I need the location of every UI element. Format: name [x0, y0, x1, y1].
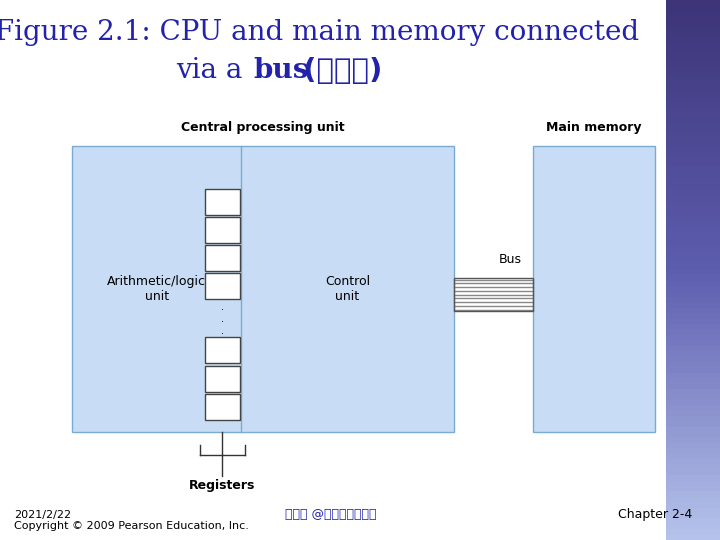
Text: Central processing unit: Central processing unit [181, 121, 345, 134]
Text: Bus: Bus [499, 253, 522, 266]
Bar [205, 338, 240, 363]
Bar [205, 189, 240, 215]
Text: .
.
.: . . . [221, 302, 224, 335]
Bar [533, 146, 655, 432]
Bar [205, 273, 240, 299]
Text: bus: bus [253, 57, 309, 84]
Bar [72, 146, 454, 432]
Text: 蔡文能 @交通大學資工系: 蔡文能 @交通大學資工系 [285, 508, 377, 521]
Bar [205, 366, 240, 392]
Text: Registers: Registers [189, 479, 256, 492]
Bar [205, 217, 240, 243]
Bar [205, 394, 240, 420]
Text: (匯流排): (匯流排) [293, 57, 382, 85]
Bar [205, 245, 240, 271]
Text: Control
unit: Control unit [325, 275, 370, 303]
Text: Chapter 2-4: Chapter 2-4 [618, 508, 693, 521]
Text: Main memory: Main memory [546, 121, 642, 134]
Text: via a: via a [176, 57, 252, 84]
Bar [454, 278, 533, 312]
Text: Figure 2.1: CPU and main memory connected: Figure 2.1: CPU and main memory connecte… [0, 19, 639, 46]
Text: Arithmetic/logic
unit: Arithmetic/logic unit [107, 275, 206, 303]
Text: 2021/2/22: 2021/2/22 [14, 510, 71, 521]
Text: Copyright © 2009 Pearson Education, Inc.: Copyright © 2009 Pearson Education, Inc. [14, 521, 249, 531]
